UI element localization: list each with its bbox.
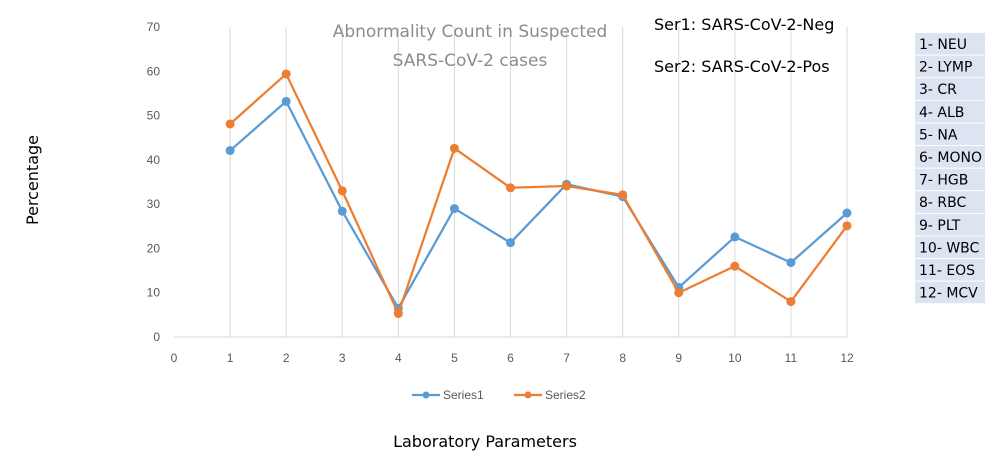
series-2-point-2 xyxy=(281,69,291,79)
parameter-key-row: 7- HGB xyxy=(915,168,985,191)
x-axis-title: Laboratory Parameters xyxy=(393,432,577,451)
parameter-key-label: 7- HGB xyxy=(919,173,968,189)
y-tick-label-40: 40 xyxy=(147,153,161,167)
series-2-point-5 xyxy=(449,143,459,153)
y-tick-label-50: 50 xyxy=(147,109,161,123)
y-tick-label-0: 0 xyxy=(153,330,160,344)
series-2-point-12 xyxy=(842,221,852,231)
parameter-key-row: 10- WBC xyxy=(915,236,985,258)
parameter-key-row: 9- PLT xyxy=(915,213,985,236)
parameter-key-row: 3- CR xyxy=(915,78,985,100)
annotation-series1: Ser1: SARS-CoV-2-Neg xyxy=(654,15,834,34)
series-2-point-6 xyxy=(506,183,515,193)
x-tick-label-5: 5 xyxy=(451,351,458,365)
chart-title-line-1: Abnormality Count in Suspected xyxy=(333,22,608,42)
legend-marker-series1 xyxy=(422,391,430,399)
parameter-key-row: 8- RBC xyxy=(915,191,985,213)
y-tick-label-10: 10 xyxy=(147,286,161,300)
y-axis: 0 10 20 30 40 50 60 70 xyxy=(147,20,161,344)
parameter-key-cell xyxy=(915,236,985,258)
legend-label-series1: Series1 xyxy=(443,388,484,402)
parameter-key-cell xyxy=(915,146,985,168)
x-tick-label-9: 9 xyxy=(675,351,682,365)
parameter-key-row: 6- MONO xyxy=(915,146,985,168)
x-axis-ticks: 0 1 2 3 4 5 6 7 8 9 10 11 12 xyxy=(171,351,854,365)
parameter-key-cell xyxy=(915,100,985,123)
x-tick-label-10: 10 xyxy=(728,351,742,365)
series-1-point-3 xyxy=(337,206,347,216)
gridlines xyxy=(229,27,848,337)
series-2-point-3 xyxy=(337,186,347,196)
parameter-key-label: 3- CR xyxy=(919,82,957,98)
series-1-point-12 xyxy=(842,208,852,218)
series-line-2 xyxy=(229,72,848,315)
parameter-key-cell xyxy=(915,33,985,55)
parameter-key-row: 11- EOS xyxy=(915,259,985,281)
parameter-key-cell xyxy=(915,191,985,213)
parameter-key-label: 4- ALB xyxy=(919,105,964,121)
parameter-key-row: 2- LYMP xyxy=(915,55,985,78)
parameter-key-label: 11- EOS xyxy=(919,263,975,279)
parameter-key-row: 12- MCV xyxy=(915,281,985,304)
series-2 xyxy=(225,69,852,319)
series-2-point-1 xyxy=(225,119,235,129)
series-2-point-4 xyxy=(393,309,403,319)
annotation-series2: Ser2: SARS-CoV-2-Pos xyxy=(654,57,830,76)
parameter-key-table: 1- NEU 2- LYMP 3- CR 4- ALB 5- NA 6- MONO 7- H… xyxy=(915,33,985,304)
series-2-point-11 xyxy=(786,297,796,307)
series-2-point-9 xyxy=(674,288,684,298)
parameter-key-cell xyxy=(915,168,985,191)
chart-title-line-2: SARS-CoV-2 cases xyxy=(393,51,548,71)
parameter-key-row: 5- NA xyxy=(915,123,985,145)
parameter-key-label: 5- NA xyxy=(919,127,958,143)
series-1-point-1 xyxy=(225,146,235,156)
parameter-key-label: 9- PLT xyxy=(919,218,961,234)
series-2-point-7 xyxy=(562,181,572,191)
y-axis-title: Percentage xyxy=(23,135,42,225)
x-tick-label-6: 6 xyxy=(507,351,514,365)
x-tick-label-4: 4 xyxy=(395,351,402,365)
x-tick-label-8: 8 xyxy=(619,351,626,365)
parameter-key-cell xyxy=(915,78,985,100)
series-1-point-5 xyxy=(449,204,459,214)
series-1-point-2 xyxy=(281,96,291,106)
y-tick-label-70: 70 xyxy=(147,20,161,34)
x-tick-label-11: 11 xyxy=(785,351,798,365)
series-2-point-10 xyxy=(730,261,740,271)
parameter-key-label: 6- MONO xyxy=(919,150,982,166)
parameter-key-cell xyxy=(915,55,985,78)
x-tick-label-2: 2 xyxy=(283,351,290,365)
parameter-key-cell xyxy=(915,259,985,281)
x-tick-label-3: 3 xyxy=(339,351,346,365)
parameter-key-label: 12- MCV xyxy=(919,286,978,302)
x-tick-label-0: 0 xyxy=(171,351,178,365)
parameter-key-cell xyxy=(915,123,985,145)
parameter-key-label: 8- RBC xyxy=(919,195,966,211)
legend-marker-series2 xyxy=(524,391,532,399)
parameter-key-cell xyxy=(915,213,985,236)
legend-item-series1: Series1 xyxy=(412,388,484,402)
parameter-key-label: 1- NEU xyxy=(919,37,967,53)
series-1-point-11 xyxy=(786,258,796,268)
parameter-key-label: 2- LYMP xyxy=(919,60,972,76)
legend-label-series2: Series2 xyxy=(545,388,586,402)
series-line-1 xyxy=(229,100,848,310)
series-2-point-8 xyxy=(618,190,628,200)
plot-area xyxy=(225,69,852,319)
y-tick-label-20: 20 xyxy=(147,241,161,255)
x-tick-label-7: 7 xyxy=(563,351,570,365)
parameter-key-row: 1- NEU xyxy=(915,33,985,55)
x-tick-label-12: 12 xyxy=(840,351,854,365)
parameter-key-row: 4- ALB xyxy=(915,100,985,123)
series-1-point-6 xyxy=(506,238,515,248)
legend-item-series2: Series2 xyxy=(514,388,586,402)
series-1-point-10 xyxy=(730,232,740,242)
y-tick-label-30: 30 xyxy=(147,197,161,211)
legend: Series1 Series2 xyxy=(412,388,586,402)
parameter-key-cell xyxy=(915,281,985,304)
y-tick-label-60: 60 xyxy=(147,64,161,78)
x-tick-label-1: 1 xyxy=(227,351,234,365)
parameter-key-label: 10- WBC xyxy=(919,240,980,256)
